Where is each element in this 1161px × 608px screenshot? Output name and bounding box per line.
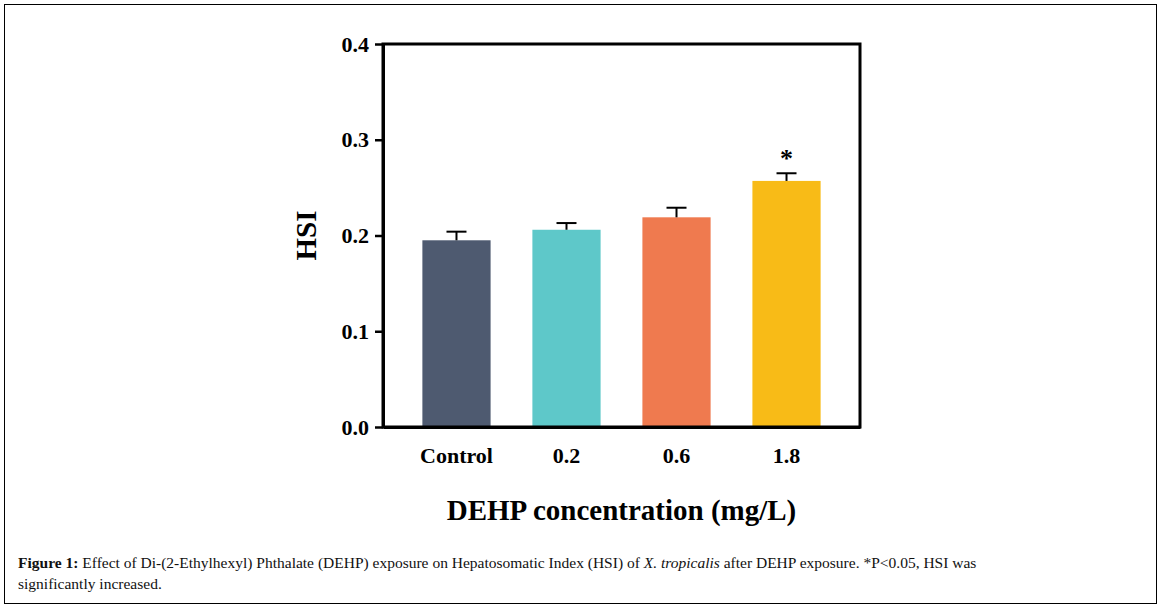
error-cap [667, 207, 687, 209]
x-tick: 0.6 [663, 427, 691, 468]
bar [642, 217, 710, 427]
y-tick-mark [375, 331, 383, 334]
y-axis: 0.0 0.1 0.2 0.3 0.4 [342, 32, 384, 440]
plot-frame [383, 44, 860, 427]
caption-line: significantly increased. [18, 575, 162, 592]
error-line [786, 173, 788, 181]
y-tick-label: 0.3 [342, 127, 370, 152]
x-tick-label: 0.2 [553, 443, 581, 468]
y-tick: 0.1 [342, 319, 384, 344]
error-line [565, 223, 567, 230]
x-axis-title: DEHP concentration (mg/L) [447, 494, 797, 527]
y-tick: 0.2 [342, 223, 384, 248]
x-tick: Control [420, 427, 493, 468]
caption-segment: X. tropicalis [643, 554, 720, 571]
figure: 0.0 0.1 0.2 0.3 0.4 Control 0.2 0.6 1.8 * DEHP con… [0, 0, 1161, 608]
y-tick-mark [375, 43, 383, 46]
error-bar [556, 223, 576, 230]
y-axis-title: HSI [290, 211, 322, 261]
caption-segment: after DEHP exposure. *P<0.05, HSI was [720, 554, 977, 571]
error-bar [667, 208, 687, 218]
bars [422, 173, 820, 427]
y-tick-mark [375, 426, 383, 429]
y-tick-label: 0.2 [342, 223, 370, 248]
x-tick: 1.8 [773, 427, 801, 468]
caption-segment: Effect of Di-(2-Ethylhexyl) Phthalate (D… [78, 554, 643, 572]
error-cap [556, 222, 576, 224]
error-line [455, 232, 457, 241]
x-tick-label: Control [420, 443, 493, 468]
x-tick-label: 1.8 [773, 443, 801, 468]
y-tick-mark [375, 139, 383, 142]
x-tick-label: 0.6 [663, 443, 691, 468]
caption-segment: significantly increased. [18, 575, 162, 592]
bar [422, 240, 490, 427]
caption-segment: Figure 1: [18, 554, 78, 571]
y-tick-label: 0.0 [342, 415, 370, 440]
significance-mark: * [780, 144, 793, 173]
figure-border [5, 5, 1157, 604]
bar [752, 181, 820, 427]
error-line [676, 208, 678, 218]
error-bar [446, 232, 466, 241]
y-tick-label: 0.1 [342, 319, 370, 344]
y-tick-label: 0.4 [342, 32, 370, 57]
x-axis-line [384, 426, 861, 429]
error-bar [777, 173, 797, 181]
y-tick: 0.4 [342, 32, 384, 57]
y-tick-mark [375, 235, 383, 238]
x-tick: 0.2 [553, 427, 581, 468]
error-cap [446, 231, 466, 233]
bar [532, 230, 600, 427]
x-axis: Control 0.2 0.6 1.8 [384, 427, 861, 468]
caption-line: Figure 1: Effect of Di-(2-Ethylhexyl) Ph… [18, 554, 976, 572]
y-tick: 0.0 [342, 415, 384, 440]
y-tick: 0.3 [342, 127, 384, 152]
